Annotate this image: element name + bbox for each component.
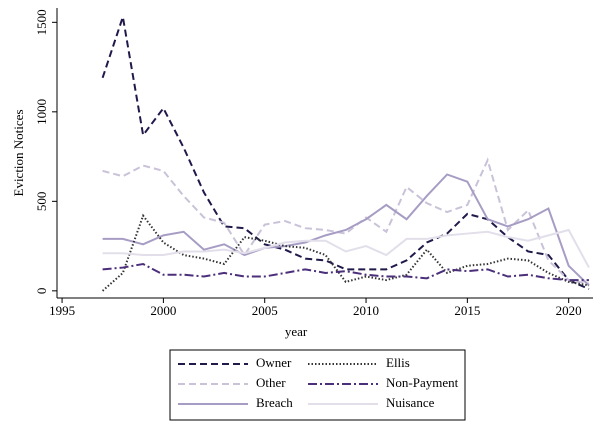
y-tick-label: 500 xyxy=(34,192,49,212)
legend-label: Non-Payment xyxy=(386,375,459,390)
legend-label: Owner xyxy=(256,355,292,370)
series-line xyxy=(102,262,589,282)
x-tick-label: 2020 xyxy=(556,303,582,318)
x-tick-label: 2015 xyxy=(454,303,480,318)
x-tick-label: 2000 xyxy=(150,303,176,318)
legend-label: Other xyxy=(256,375,286,390)
y-tick-label: 1000 xyxy=(34,99,49,125)
series-line xyxy=(101,16,590,290)
series-line xyxy=(101,213,590,292)
y-tick-label: 1500 xyxy=(34,9,49,35)
legend-label: Breach xyxy=(256,395,293,410)
x-tick-label: 2005 xyxy=(252,303,278,318)
x-axis-label: year xyxy=(285,324,308,339)
legend-box xyxy=(169,349,466,421)
series-line xyxy=(102,157,590,285)
y-axis-label: Eviction Notices xyxy=(11,109,26,196)
series-line xyxy=(102,173,590,287)
series-line xyxy=(102,228,590,269)
legend-label: Nuisance xyxy=(386,395,435,410)
x-tick-label: 1995 xyxy=(49,303,75,318)
x-tick-label: 2010 xyxy=(353,303,379,318)
legend-label: Ellis xyxy=(386,355,410,370)
y-tick-label: 0 xyxy=(34,288,49,295)
